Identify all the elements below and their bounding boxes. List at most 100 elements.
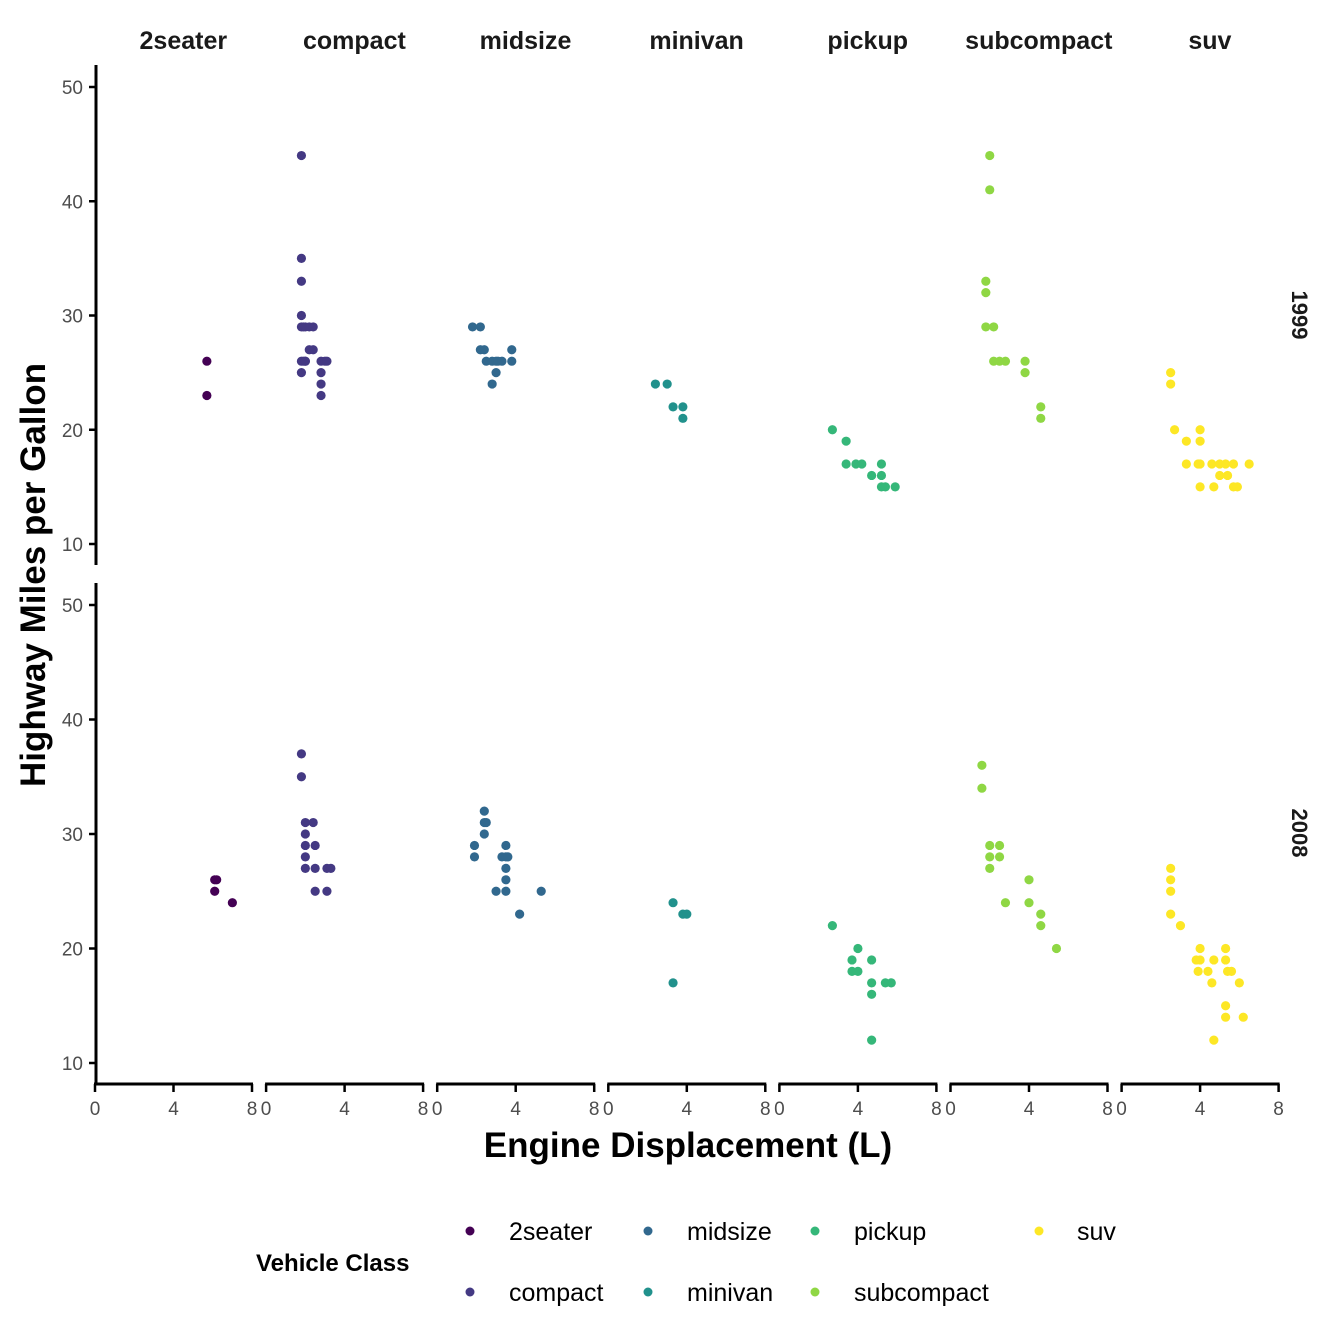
data-point-suv — [1193, 966, 1203, 977]
data-point-subcompact — [985, 185, 995, 195]
data-point-compact — [300, 829, 310, 839]
data-point-suv — [1226, 966, 1237, 977]
data-point-pickup — [867, 1035, 877, 1045]
data-point-subcompact — [1036, 413, 1046, 423]
legend-key-suv — [1034, 1226, 1044, 1236]
strip-label-subcompact: subcompact — [965, 27, 1113, 55]
data-point-suv — [1195, 482, 1205, 492]
data-points — [202, 150, 1254, 1045]
x-tick-label: 8 — [247, 1099, 258, 1120]
x-tick-label: 4 — [510, 1099, 521, 1120]
x-tick-label: 4 — [168, 1099, 179, 1120]
data-point-suv — [1221, 943, 1231, 954]
legend-title: Vehicle Class — [256, 1250, 409, 1277]
y-tick-label: 30 — [62, 307, 83, 328]
legend-label-minivan: minivan — [687, 1279, 773, 1307]
data-point-pickup — [867, 470, 877, 481]
data-point-suv — [1166, 886, 1176, 896]
x-tick-label: 0 — [603, 1099, 614, 1120]
x-axis-title: Engine Displacement (L) — [484, 1126, 892, 1165]
data-point-pickup — [886, 978, 896, 988]
data-point-subcompact — [1051, 943, 1062, 954]
data-point-subcompact — [985, 863, 995, 873]
legend-label-2seater: 2seater — [509, 1218, 592, 1246]
data-point-compact — [300, 852, 310, 862]
data-point-suv — [1207, 978, 1217, 988]
data-point-suv — [1181, 436, 1191, 446]
x-tick-label: 0 — [1116, 1099, 1127, 1120]
data-point-suv — [1244, 459, 1254, 469]
data-point-2seater — [202, 356, 212, 366]
data-point-midsize — [479, 829, 489, 839]
data-point-compact — [310, 840, 320, 851]
data-point-suv — [1238, 1012, 1248, 1022]
data-point-subcompact — [981, 322, 991, 332]
column-strip-labels: 2seater compact midsize minivan pickup subcom… — [140, 27, 1232, 55]
data-point-pickup — [827, 425, 837, 435]
data-point-midsize — [469, 840, 480, 851]
data-point-compact — [308, 817, 318, 828]
data-point-compact — [296, 310, 307, 321]
data-point-suv — [1166, 875, 1176, 885]
x-tick-label: 0 — [261, 1099, 272, 1120]
data-point-midsize — [501, 840, 511, 851]
data-point-pickup — [876, 459, 887, 469]
data-point-subcompact — [1020, 368, 1030, 378]
x-tick-label: 8 — [589, 1099, 600, 1120]
strip-label-pickup: pickup — [827, 27, 908, 55]
data-point-pickup — [880, 482, 890, 492]
y-tick-label: 20 — [62, 940, 83, 961]
data-point-suv — [1195, 425, 1205, 435]
legend-label-compact: compact — [509, 1279, 604, 1307]
x-tick-label: 0 — [945, 1099, 956, 1120]
y-axes: 10 20 30 40 50 10 20 30 40 50 — [62, 65, 98, 1083]
data-point-pickup — [876, 470, 887, 481]
data-point-midsize — [491, 886, 501, 896]
legend-label-midsize: midsize — [687, 1218, 772, 1246]
data-point-minivan — [678, 402, 688, 412]
data-point-compact — [300, 840, 310, 851]
y-tick-label: 10 — [62, 535, 83, 556]
data-point-midsize — [481, 817, 491, 828]
data-point-pickup — [867, 978, 877, 988]
data-point-midsize — [503, 852, 513, 862]
data-point-pickup — [857, 459, 867, 469]
legend-key-subcompact — [810, 1287, 820, 1297]
data-point-compact — [326, 863, 336, 873]
data-point-suv — [1166, 368, 1176, 378]
data-point-midsize — [491, 368, 501, 378]
data-point-subcompact — [1024, 875, 1034, 885]
data-point-suv — [1222, 470, 1233, 481]
data-point-midsize — [536, 886, 546, 896]
data-point-2seater — [212, 875, 222, 885]
data-point-subcompact — [1000, 898, 1011, 908]
y-tick-label: 50 — [62, 596, 83, 617]
data-point-compact — [296, 150, 307, 161]
data-point-midsize — [469, 852, 480, 862]
strip-label-midsize: midsize — [480, 27, 572, 55]
x-tick-label: 0 — [432, 1099, 443, 1120]
x-tick-label: 4 — [682, 1099, 693, 1120]
x-tick-label: 8 — [931, 1099, 942, 1120]
data-point-suv — [1209, 482, 1219, 492]
data-point-compact — [300, 817, 310, 828]
data-point-2seater — [227, 898, 237, 908]
x-tick-label: 4 — [339, 1099, 350, 1120]
y-axis-title: Highway Miles per Gallon — [14, 363, 53, 787]
data-point-subcompact — [981, 288, 991, 298]
data-point-compact — [296, 749, 307, 759]
data-point-compact — [310, 886, 320, 896]
data-point-suv — [1166, 863, 1176, 873]
data-point-pickup — [867, 955, 877, 965]
x-tick-label: 0 — [774, 1099, 785, 1120]
data-point-suv — [1181, 459, 1191, 469]
y-tick-label: 20 — [62, 421, 83, 442]
legend-key-2seater — [465, 1226, 475, 1236]
data-point-midsize — [497, 356, 507, 366]
data-point-subcompact — [1036, 402, 1046, 412]
data-point-compact — [316, 379, 326, 389]
data-point-compact — [296, 772, 307, 782]
data-point-suv — [1203, 966, 1213, 977]
data-point-midsize — [515, 909, 525, 919]
